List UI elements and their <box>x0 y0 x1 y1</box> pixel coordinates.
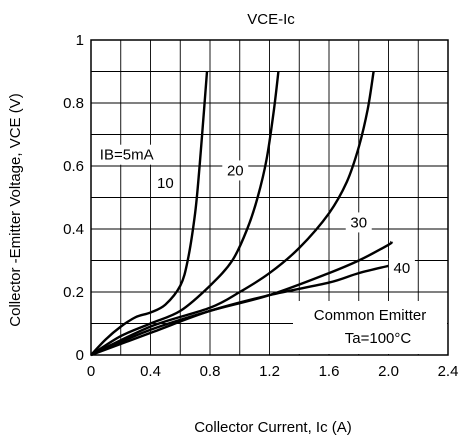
plot-border <box>90 39 449 356</box>
series-label-bg <box>388 258 415 279</box>
series-label-0: IB=5mA <box>100 147 154 164</box>
x-tick-label: 0.4 <box>140 363 161 380</box>
series-label-bg <box>345 212 372 233</box>
series-line-0 <box>90 71 209 356</box>
y-tick-label: 0.6 <box>63 158 84 175</box>
x-axis-label: Collector Current, Ic (A) <box>194 419 352 436</box>
series-line-3 <box>90 240 394 357</box>
chart-title: VCE-Ic <box>247 11 295 28</box>
series-label-bg <box>222 160 249 181</box>
x-tick-label: 2.4 <box>438 363 459 380</box>
x-tick-label: 0.8 <box>200 363 221 380</box>
series-label-bg <box>88 144 165 165</box>
curves <box>90 71 394 357</box>
annotation-line-0: Common Emitter <box>314 307 427 324</box>
series-label-1: 10 <box>157 175 174 192</box>
series-line-1 <box>90 71 280 357</box>
x-tick-label: 2.0 <box>378 363 399 380</box>
annotation-bg <box>293 301 447 354</box>
series-label-3: 30 <box>350 214 367 231</box>
annotation-line-1: Ta=100°C <box>345 330 412 347</box>
y-tick-label: 0.8 <box>63 95 84 112</box>
y-tick-label: 0.4 <box>63 221 84 238</box>
y-tick-label: 0.2 <box>63 284 84 301</box>
x-tick-label: 1.2 <box>259 363 280 380</box>
series-label-4: 40 <box>394 260 411 277</box>
y-axis-label: Collector -Emitter Voltage, VCE (V) <box>7 93 24 326</box>
x-tick-label: 1.6 <box>319 363 340 380</box>
series-line-4 <box>90 264 392 357</box>
annotation-box: Common Emitter Ta=100°C <box>293 301 447 354</box>
y-tick-label: 1 <box>76 32 84 49</box>
y-tick-label: 0 <box>76 347 84 364</box>
series-label-bg <box>152 173 179 194</box>
series-label-2: 20 <box>227 162 244 179</box>
series-line-2 <box>90 71 375 357</box>
tick-labels: 0 0.4 0.8 1.2 1.6 2.0 2.4 0 0.2 0.4 0.6 0.8 1 <box>63 32 458 380</box>
x-tick-label: 0 <box>87 363 95 380</box>
